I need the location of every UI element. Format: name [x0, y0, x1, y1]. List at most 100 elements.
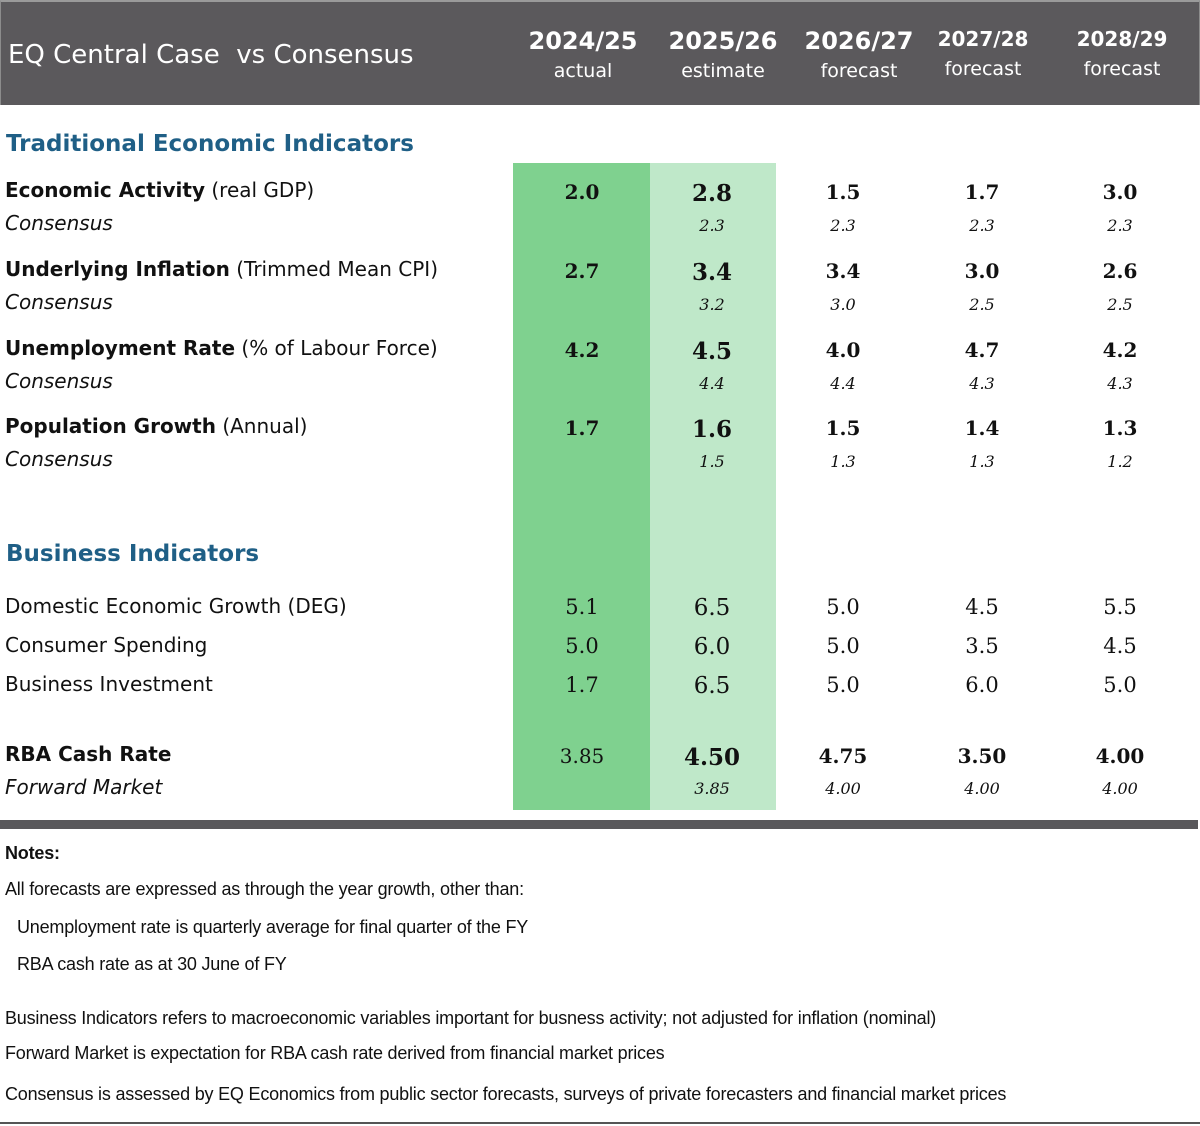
value-cell: 3.4 — [691, 259, 732, 286]
consensus-value-cell: 2.3 — [699, 216, 725, 235]
indicator-name: Underlying Inflation — [5, 257, 230, 281]
value-cell: 4.00 — [1095, 744, 1145, 768]
column-year: 2026/27 — [804, 27, 914, 55]
business-indicator-label: Business Investment — [5, 672, 213, 696]
note-line: All forecasts are expressed as through t… — [5, 879, 524, 899]
value-cell: 2.7 — [564, 259, 600, 283]
value-cell: 6.5 — [693, 673, 731, 699]
value-cell: 1.4 — [964, 416, 1000, 440]
estimate-column-band — [650, 163, 776, 810]
consensus-value-cell: 4.4 — [699, 374, 725, 393]
consensus-label: Consensus — [5, 369, 113, 393]
consensus-value-cell: 1.2 — [1107, 452, 1133, 471]
consensus-value-cell: 2.3 — [830, 216, 856, 235]
value-cell: 1.7 — [964, 180, 1000, 204]
column-header-2024-25: 2024/25 actual — [513, 24, 653, 84]
consensus-label: Consensus — [5, 290, 113, 314]
value-cell: 5.5 — [1103, 595, 1137, 619]
value-cell: 5.0 — [826, 673, 860, 697]
section-title-business: Business Indicators — [6, 541, 260, 567]
value-cell: 1.6 — [691, 416, 732, 443]
column-header-2025-26: 2025/26 estimate — [653, 24, 793, 84]
value-cell: 5.0 — [1103, 673, 1137, 697]
column-year: 2024/25 — [528, 27, 638, 55]
value-cell: 4.75 — [818, 744, 868, 768]
value-cell: 1.7 — [564, 416, 600, 440]
value-cell: 3.4 — [825, 259, 861, 283]
indicator-qualifier: (Annual) — [215, 414, 308, 438]
note-line: Consensus is assessed by EQ Economics fr… — [5, 1084, 1007, 1104]
value-cell: 5.0 — [565, 634, 599, 658]
value-cell: 5.1 — [565, 595, 599, 619]
value-cell: 6.5 — [693, 595, 731, 621]
consensus-label: Consensus — [5, 447, 113, 471]
section-divider — [0, 820, 1198, 829]
indicator-label: Underlying Inflation (Trimmed Mean CPI) — [5, 257, 438, 281]
consensus-value-cell: 3.0 — [830, 295, 856, 314]
section-title-traditional: Traditional Economic Indicators — [6, 131, 414, 157]
column-header-2026-27: 2026/27 forecast — [789, 24, 929, 84]
consensus-value-cell: 2.5 — [969, 295, 995, 314]
value-cell: 4.50 — [683, 744, 741, 771]
note-line: Business Indicators refers to macroecono… — [5, 1008, 937, 1028]
consensus-label: Consensus — [5, 211, 113, 235]
consensus-value-cell: 1.5 — [699, 452, 725, 471]
value-cell: 3.0 — [964, 259, 1000, 283]
column-kind: forecast — [820, 60, 898, 82]
consensus-value-cell: 1.3 — [969, 452, 995, 471]
consensus-value-cell: 1.3 — [830, 452, 856, 471]
value-cell: 3.0 — [1102, 180, 1138, 204]
value-cell: 1.7 — [565, 673, 599, 697]
forward-value-cell: 3.85 — [694, 779, 730, 798]
indicator-name: Population Growth — [5, 414, 216, 438]
business-indicator-label: Consumer Spending — [5, 633, 208, 657]
indicator-label: Economic Activity (real GDP) — [5, 178, 314, 202]
value-cell: 2.0 — [564, 180, 600, 204]
business-indicator-label: Domestic Economic Growth (DEG) — [5, 594, 347, 618]
value-cell: 5.0 — [826, 634, 860, 658]
column-year: 2025/26 — [668, 27, 778, 55]
column-kind: forecast — [944, 58, 1022, 80]
consensus-value-cell: 3.2 — [699, 295, 725, 314]
actual-column-band — [513, 163, 650, 810]
value-cell: 4.7 — [964, 338, 1000, 362]
note-line: Forward Market is expectation for RBA ca… — [5, 1043, 665, 1063]
notes-heading: Notes: — [5, 843, 60, 863]
indicator-qualifier: (% of Labour Force) — [235, 336, 438, 360]
column-kind: forecast — [1083, 58, 1161, 80]
value-cell: 1.5 — [825, 416, 861, 440]
value-cell: 4.2 — [564, 338, 600, 362]
value-cell: 3.5 — [965, 634, 999, 658]
value-cell: 4.5 — [691, 338, 732, 365]
consensus-value-cell: 2.5 — [1107, 295, 1133, 314]
forward-market-label: Forward Market — [5, 775, 163, 799]
indicator-label: Population Growth (Annual) — [5, 414, 307, 438]
column-header-2028-29: 2028/29 forecast — [1052, 22, 1192, 82]
consensus-value-cell: 4.4 — [830, 374, 856, 393]
value-cell: 6.0 — [693, 634, 731, 660]
consensus-value-cell: 2.3 — [969, 216, 995, 235]
value-cell: 4.2 — [1102, 338, 1138, 362]
value-cell: 2.6 — [1102, 259, 1138, 283]
column-kind: actual — [553, 60, 613, 82]
indicator-label: Unemployment Rate (% of Labour Force) — [5, 336, 438, 360]
indicator-qualifier: (Trimmed Mean CPI) — [229, 257, 439, 281]
indicator-qualifier: (real GDP) — [205, 178, 315, 202]
consensus-value-cell: 4.3 — [969, 374, 995, 393]
table-header: EQ Central Case vs Consensus 2024/25 act… — [0, 0, 1200, 105]
value-cell: 3.85 — [559, 744, 605, 768]
value-cell: 6.0 — [965, 673, 999, 697]
column-kind: estimate — [681, 60, 765, 82]
value-cell: 3.50 — [957, 744, 1007, 768]
forward-value-cell: 4.00 — [825, 779, 861, 798]
column-year: 2028/29 — [1076, 27, 1168, 51]
value-cell: 2.8 — [691, 180, 732, 207]
indicator-name: Economic Activity — [5, 178, 205, 202]
cash-rate-label: RBA Cash Rate — [5, 742, 172, 766]
value-cell: 4.5 — [965, 595, 999, 619]
column-header-2027-28: 2027/28 forecast — [913, 22, 1053, 82]
value-cell: 4.0 — [825, 338, 861, 362]
page-title: EQ Central Case vs Consensus — [8, 40, 414, 70]
forward-value-cell: 4.00 — [1102, 779, 1138, 798]
value-cell: 1.5 — [825, 180, 861, 204]
